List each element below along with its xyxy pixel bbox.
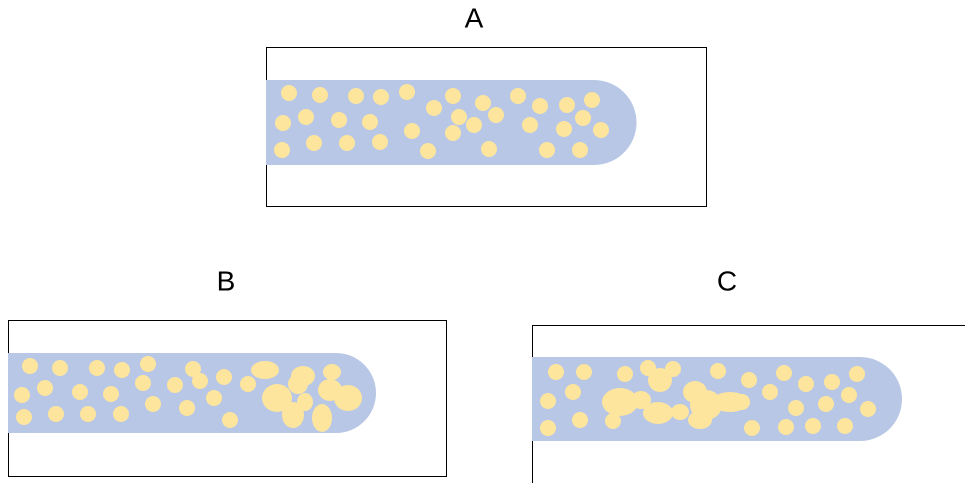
particle bbox=[362, 114, 378, 130]
particle bbox=[837, 418, 853, 434]
particle bbox=[206, 390, 222, 406]
particle bbox=[426, 100, 442, 116]
particle bbox=[548, 364, 564, 380]
particle bbox=[323, 364, 341, 380]
particle bbox=[710, 363, 726, 379]
particle bbox=[572, 412, 588, 428]
particle bbox=[275, 115, 291, 131]
panel-label: C bbox=[717, 265, 737, 296]
particle bbox=[475, 95, 491, 111]
particle bbox=[334, 385, 362, 411]
particle bbox=[860, 401, 876, 417]
particle bbox=[251, 361, 279, 379]
particle bbox=[762, 384, 778, 400]
particle bbox=[540, 420, 556, 436]
particle bbox=[281, 85, 297, 101]
particle bbox=[135, 375, 151, 391]
particle bbox=[240, 376, 256, 392]
particle bbox=[167, 377, 183, 393]
particle bbox=[113, 406, 129, 422]
particle bbox=[348, 88, 364, 104]
particle bbox=[306, 135, 322, 151]
particle bbox=[372, 134, 388, 150]
particle bbox=[778, 419, 794, 435]
particle bbox=[824, 374, 840, 390]
panel-label: A bbox=[465, 2, 484, 33]
particle bbox=[192, 373, 208, 389]
particle bbox=[445, 88, 461, 104]
particle bbox=[788, 400, 804, 416]
particle bbox=[532, 98, 548, 114]
particle bbox=[481, 141, 497, 157]
particle bbox=[274, 142, 290, 158]
particle bbox=[805, 418, 821, 434]
particle bbox=[798, 376, 814, 392]
particle bbox=[298, 109, 314, 125]
panel-label: B bbox=[217, 265, 236, 296]
particle bbox=[37, 380, 53, 396]
particle bbox=[179, 400, 195, 416]
particle bbox=[216, 369, 232, 385]
particle bbox=[522, 117, 538, 133]
particle bbox=[14, 387, 30, 403]
particle bbox=[576, 364, 592, 380]
particle bbox=[643, 402, 673, 424]
particle bbox=[744, 420, 760, 436]
particle bbox=[617, 366, 633, 382]
particle bbox=[712, 392, 748, 412]
particle bbox=[556, 121, 572, 137]
particle bbox=[80, 406, 96, 422]
particle bbox=[312, 87, 328, 103]
particle bbox=[331, 112, 347, 128]
particle bbox=[466, 117, 482, 133]
particle bbox=[297, 393, 313, 411]
particle bbox=[373, 89, 389, 105]
particle bbox=[420, 143, 436, 159]
particle bbox=[451, 109, 467, 125]
particle bbox=[399, 84, 415, 100]
particle bbox=[648, 368, 672, 392]
particle bbox=[72, 384, 88, 400]
particle bbox=[222, 412, 238, 428]
particle bbox=[671, 404, 689, 420]
panel-a: A bbox=[266, 2, 707, 206]
particle bbox=[584, 92, 600, 108]
particle bbox=[776, 365, 792, 381]
panel-c: C bbox=[532, 265, 965, 483]
particle bbox=[404, 123, 420, 139]
particle bbox=[818, 396, 834, 412]
particle bbox=[312, 404, 332, 432]
particle bbox=[540, 393, 556, 409]
particle bbox=[741, 372, 757, 388]
particle bbox=[575, 110, 591, 126]
particle bbox=[445, 125, 461, 141]
particle bbox=[16, 409, 32, 425]
particle bbox=[339, 135, 355, 151]
particle bbox=[841, 387, 857, 403]
particle bbox=[593, 122, 609, 138]
particle bbox=[89, 360, 105, 376]
panel-b: B bbox=[8, 265, 447, 476]
particle bbox=[288, 374, 308, 394]
particle bbox=[572, 142, 588, 158]
particle bbox=[48, 406, 64, 422]
particle bbox=[145, 396, 161, 412]
particle bbox=[140, 356, 156, 372]
particle bbox=[114, 362, 130, 378]
particle bbox=[849, 366, 865, 382]
diagram: A B C bbox=[0, 0, 965, 483]
particle bbox=[688, 411, 712, 429]
particle bbox=[559, 97, 575, 113]
particle bbox=[488, 107, 504, 123]
particle bbox=[510, 88, 526, 104]
particle bbox=[539, 142, 555, 158]
particle bbox=[565, 384, 581, 400]
particle bbox=[103, 386, 119, 402]
particle bbox=[52, 360, 68, 376]
particle bbox=[22, 358, 38, 374]
